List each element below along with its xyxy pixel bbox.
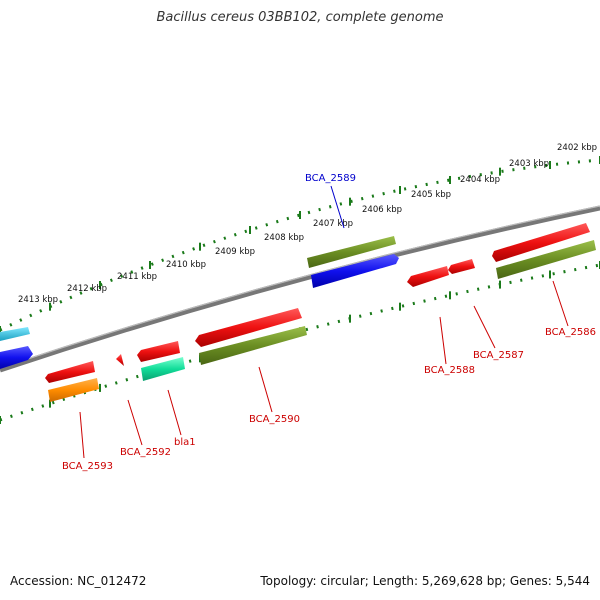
kbp-label-2413: 2413 kbp xyxy=(18,295,58,305)
kbp-label-2411: 2411 kbp xyxy=(117,272,157,282)
feature-bca-2588-red[interactable] xyxy=(407,266,449,287)
kbp-label-2405: 2405 kbp xyxy=(411,190,451,200)
feature-bca-2586-red[interactable] xyxy=(492,223,590,262)
kbp-label-2407: 2407 kbp xyxy=(313,219,353,229)
feature-left-cyan xyxy=(0,327,30,341)
feature-bca-2589-blue[interactable] xyxy=(311,254,399,288)
kbp-label-2406: 2406 kbp xyxy=(362,205,402,215)
gene-label-bla1[interactable]: bla1 xyxy=(174,437,196,448)
outer-major-ticks xyxy=(0,156,600,334)
gene-label-bca-2588[interactable]: BCA_2588 xyxy=(424,365,475,376)
kbp-label-2402: 2402 kbp xyxy=(557,143,597,153)
gene-label-bca-2590[interactable]: BCA_2590 xyxy=(249,414,300,425)
gene-label-bca-2592[interactable]: BCA_2592 xyxy=(120,447,171,458)
kbp-label-2409: 2409 kbp xyxy=(215,247,255,257)
accession-text: Accession: NC_012472 xyxy=(10,574,147,588)
kbp-label-2403: 2403 kbp xyxy=(509,159,549,169)
kbp-label-2408: 2408 kbp xyxy=(264,233,304,243)
kbp-label-2404: 2404 kbp xyxy=(460,175,500,185)
feature-bca-2593-red[interactable] xyxy=(45,361,95,383)
gene-label-bca-2587[interactable]: BCA_2587 xyxy=(473,350,524,361)
feature-bca-2590-red[interactable] xyxy=(195,308,302,347)
feature-bca-2589-green[interactable] xyxy=(307,236,396,268)
gene-label-bca-2589[interactable]: BCA_2589 xyxy=(305,173,356,184)
feature-bca-2586-green[interactable] xyxy=(496,240,596,279)
gene-label-bca-2593[interactable]: BCA_2593 xyxy=(62,461,113,472)
feature-bla1-teal[interactable] xyxy=(141,357,185,381)
feature-bla1-red[interactable] xyxy=(137,341,180,362)
kbp-label-2412: 2412 kbp xyxy=(67,284,107,294)
topology-text: Topology: circular; Length: 5,269,628 bp… xyxy=(260,574,590,588)
kbp-label-2410: 2410 kbp xyxy=(166,260,206,270)
feature-bca-2587-red[interactable] xyxy=(448,259,475,274)
feature-bca-2590-green[interactable] xyxy=(199,326,307,365)
gene-label-bca-2586[interactable]: BCA_2586 xyxy=(545,327,596,338)
outer-tick-ring xyxy=(0,158,600,332)
feature-left-blue xyxy=(0,346,33,369)
genome-backbone xyxy=(0,205,600,373)
feature-bca-2593-orange[interactable] xyxy=(48,378,99,402)
feature-bca-2592-red[interactable] xyxy=(116,354,124,366)
map-title: Bacillus cereus 03BB102, complete genome xyxy=(156,10,444,25)
